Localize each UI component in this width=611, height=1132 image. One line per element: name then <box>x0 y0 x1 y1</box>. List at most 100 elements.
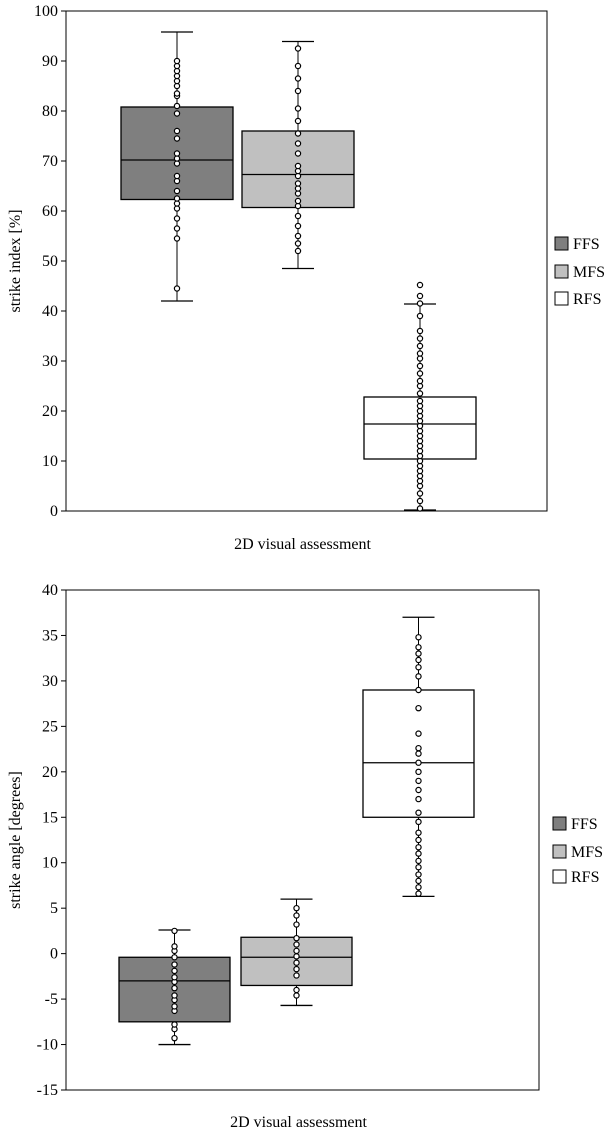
y-tick-label: 20 <box>42 764 58 781</box>
y-tick-label: 50 <box>42 253 58 270</box>
data-point <box>294 45 302 52</box>
data-point <box>293 965 300 973</box>
data-point <box>171 992 178 999</box>
y-tick-label: 90 <box>42 53 58 70</box>
strike-index-chart: 0 10 20 30 40 50 60 70 80 90 100 strike index [%] 2D… <box>7 3 605 553</box>
data-point <box>293 953 300 960</box>
data-point <box>415 730 422 737</box>
data-point <box>415 759 422 766</box>
data-point <box>415 744 422 752</box>
box-rfs <box>362 616 475 898</box>
data-point <box>415 777 422 785</box>
data-point <box>293 904 300 912</box>
data-point <box>415 786 422 794</box>
legend-label-rfs: RFS <box>571 869 599 886</box>
data-point <box>416 377 424 385</box>
data-point <box>416 390 424 397</box>
box-mfs <box>241 40 355 270</box>
data-point <box>294 232 302 240</box>
data-point <box>415 871 422 878</box>
y-tick-label: 0 <box>50 946 58 963</box>
data-point <box>416 300 424 307</box>
data-point <box>415 650 422 657</box>
data-point <box>416 350 424 357</box>
data-point <box>171 967 178 975</box>
legend-swatch-mfs <box>554 264 569 279</box>
data-point <box>416 397 424 405</box>
data-point <box>416 497 424 505</box>
data-point <box>415 704 422 712</box>
y-tick-label: 40 <box>42 582 58 599</box>
box-ffs <box>118 927 231 1046</box>
data-point <box>293 972 300 979</box>
data-point <box>173 90 181 97</box>
x-axis-label: 2D visual assessment <box>230 1114 367 1131</box>
box-mfs <box>240 898 353 1007</box>
data-point <box>173 235 181 242</box>
y-tick-label: 40 <box>42 303 58 320</box>
y-tick-label: 15 <box>42 809 58 826</box>
data-point <box>171 961 178 968</box>
data-point <box>293 959 300 966</box>
data-point <box>294 240 302 247</box>
strike-angle-chart: -15 -10 -5 0 5 10 15 20 25 30 35 40 strike angle [de… <box>7 582 603 1131</box>
data-point <box>415 809 422 816</box>
data-point <box>416 342 424 350</box>
data-point <box>415 857 422 865</box>
y-tick-label: 80 <box>42 103 58 120</box>
data-point <box>415 795 422 803</box>
data-point <box>416 292 424 300</box>
legend-label-mfs: MFS <box>573 264 605 281</box>
data-point <box>173 187 181 195</box>
y-tick-label: 25 <box>42 718 58 735</box>
data-point <box>294 62 302 70</box>
data-point <box>415 844 422 851</box>
data-point <box>415 673 422 680</box>
data-point <box>415 664 422 671</box>
data-point <box>173 127 181 135</box>
data-point <box>415 884 422 891</box>
y-tick-label: 60 <box>42 203 58 220</box>
legend-swatch-mfs <box>552 844 567 859</box>
data-point <box>415 656 422 664</box>
data-point <box>173 135 181 142</box>
data-point <box>415 890 422 897</box>
data-point <box>293 941 300 948</box>
data-point <box>415 864 422 871</box>
data-point <box>416 335 424 342</box>
data-point <box>293 986 300 994</box>
y-tick-label: 30 <box>42 673 58 690</box>
data-point <box>294 222 302 230</box>
y-tick-label: 70 <box>42 153 58 170</box>
y-tick-label: 30 <box>42 353 58 370</box>
data-point <box>173 285 181 292</box>
y-tick-label: 10 <box>42 453 58 470</box>
box-rfs <box>363 281 477 512</box>
data-point <box>416 362 424 370</box>
y-axis-label: strike angle [degrees] <box>7 771 24 909</box>
x-axis-label: 2D visual assessment <box>234 536 371 553</box>
legend-label-ffs: FFS <box>571 816 598 833</box>
data-point <box>415 850 422 857</box>
data-point <box>294 247 302 255</box>
data-point <box>293 992 300 999</box>
legend-label-rfs: RFS <box>573 291 601 308</box>
legend-label-ffs: FFS <box>573 236 600 253</box>
data-point <box>415 768 422 776</box>
data-point <box>416 370 424 377</box>
data-point <box>294 140 302 147</box>
data-point <box>171 927 178 935</box>
data-point <box>294 117 302 125</box>
data-point <box>294 105 302 112</box>
data-point <box>173 172 181 180</box>
data-point <box>293 912 300 919</box>
legend-swatch-ffs <box>552 816 567 831</box>
data-point <box>294 197 302 205</box>
data-point <box>173 57 181 65</box>
data-point <box>173 150 181 157</box>
data-point <box>416 281 424 289</box>
data-point <box>293 934 300 942</box>
data-point <box>171 954 178 961</box>
y-tick-label: 10 <box>42 855 58 872</box>
